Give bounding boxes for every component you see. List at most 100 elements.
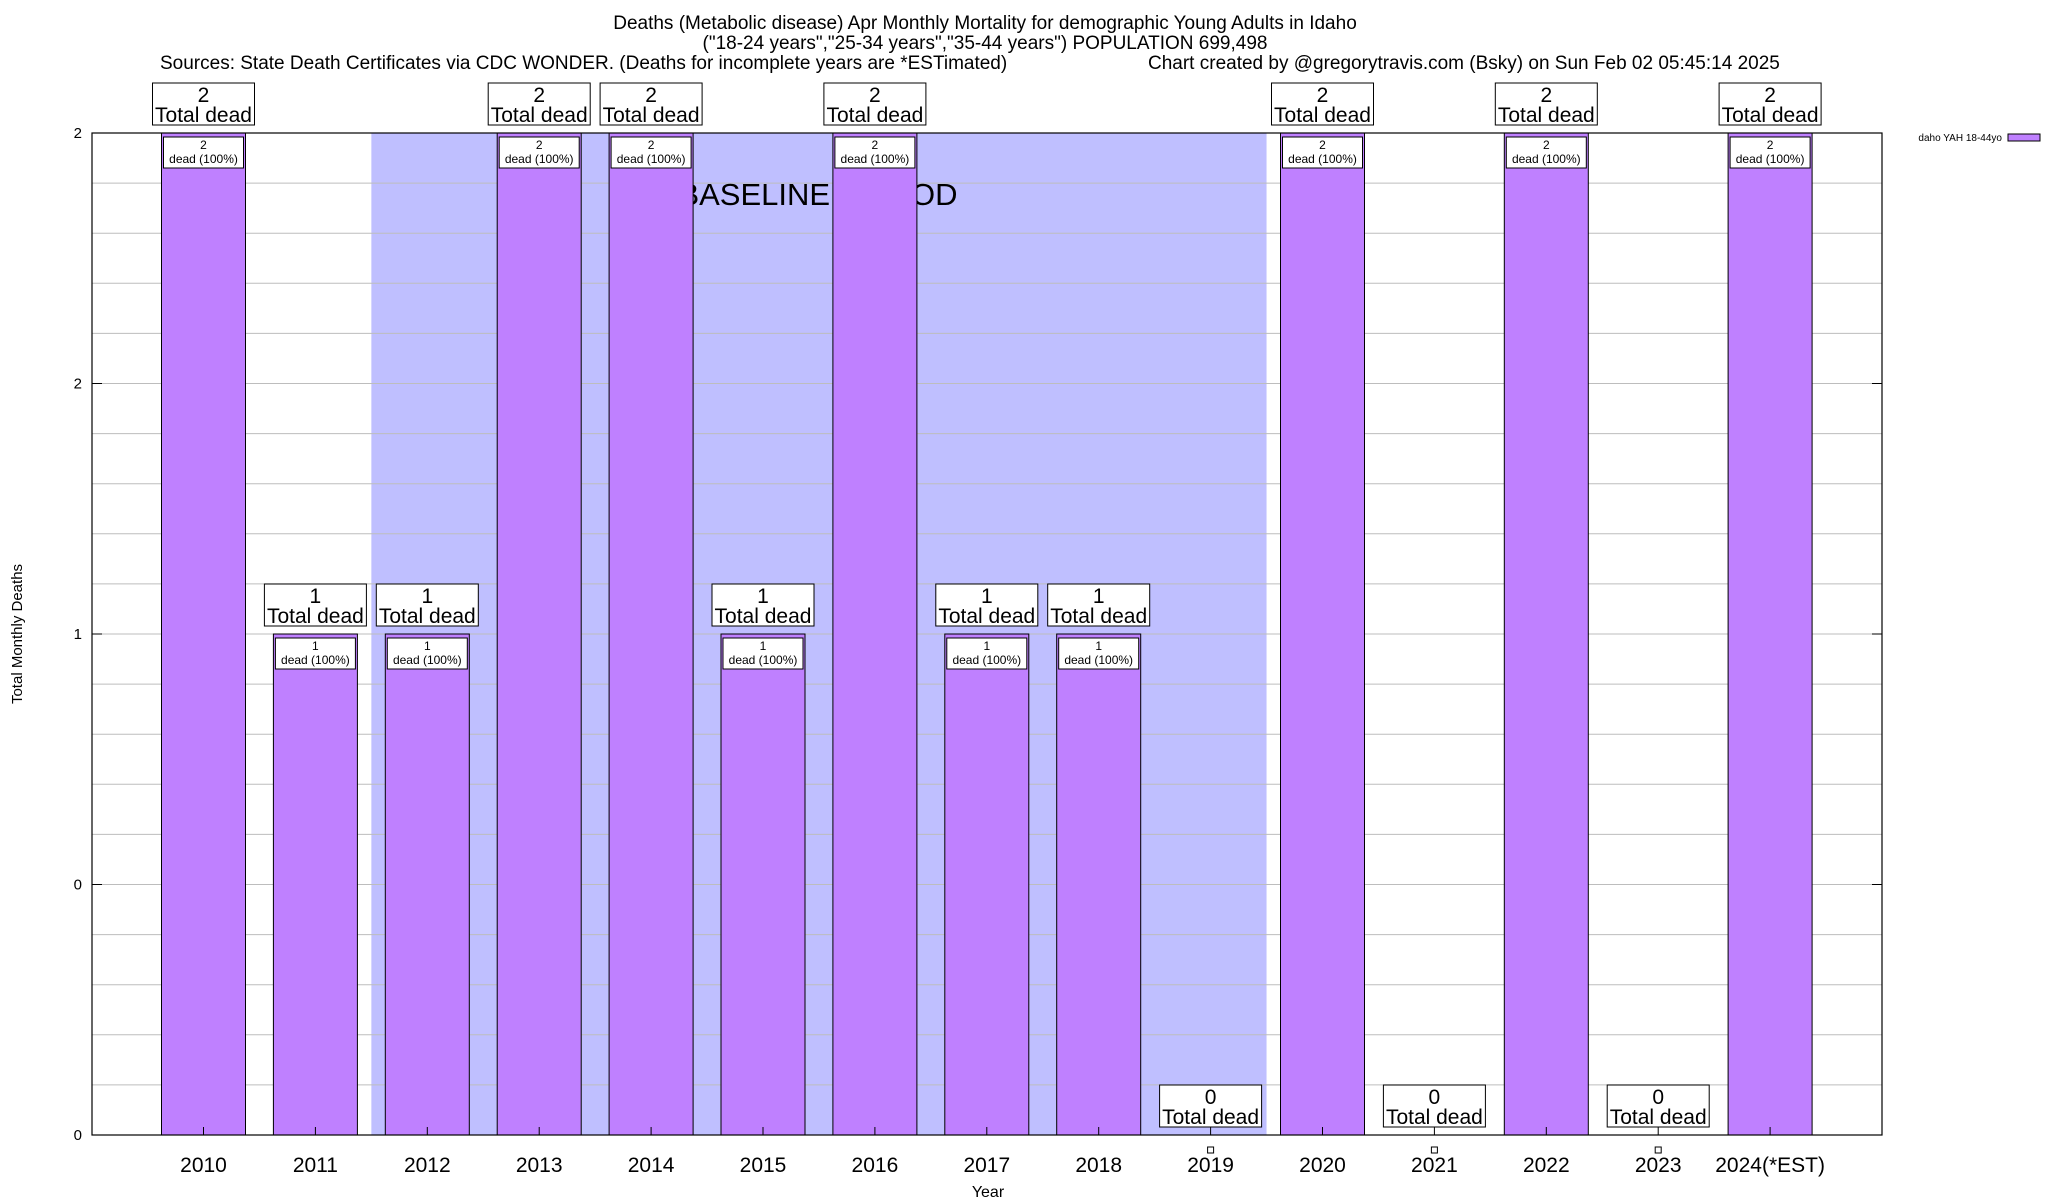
total-label-box bbox=[1382, 1084, 1486, 1128]
total-label-text: Total dead bbox=[491, 104, 588, 127]
y-tick-label: 2 bbox=[74, 125, 82, 142]
total-label-value: 0 bbox=[1652, 1086, 1664, 1109]
total-label-value: 2 bbox=[645, 84, 657, 107]
total-label-box bbox=[711, 583, 815, 627]
bar-2014 bbox=[608, 132, 694, 1136]
inner-label-value: 2 bbox=[1319, 138, 1326, 152]
zero-marker-2021 bbox=[1430, 1146, 1438, 1154]
inner-label-value: 1 bbox=[312, 639, 319, 653]
inner-label-text: dead (100%) bbox=[729, 653, 798, 667]
x-tick-label: 2011 bbox=[293, 1154, 338, 1177]
inner-label-text: dead (100%) bbox=[281, 653, 350, 667]
inner-label-text: dead (100%) bbox=[617, 152, 686, 166]
inner-label-value: 1 bbox=[983, 639, 990, 653]
bar-2020 bbox=[1280, 132, 1365, 1136]
inner-label-text: dead (100%) bbox=[1288, 152, 1357, 166]
bar-2013 bbox=[496, 132, 582, 1136]
legend-swatch bbox=[2007, 133, 2041, 142]
total-label-text: Total dead bbox=[155, 104, 252, 127]
zero-marker-2023 bbox=[1654, 1146, 1662, 1154]
x-tick-label: 2022 bbox=[1523, 1154, 1570, 1177]
inner-label-box bbox=[386, 637, 468, 670]
inner-label-value: 1 bbox=[424, 639, 431, 653]
y-tick-label: 0 bbox=[74, 1127, 82, 1144]
total-label-box bbox=[263, 583, 367, 627]
bar-2011 bbox=[272, 633, 358, 1136]
total-label-value: 1 bbox=[421, 585, 433, 608]
total-label-value: 2 bbox=[533, 84, 545, 107]
bar-2022 bbox=[1503, 132, 1589, 1136]
inner-label-text: dead (100%) bbox=[1736, 152, 1805, 166]
total-label-value: 1 bbox=[1093, 585, 1105, 608]
total-label-box bbox=[1494, 82, 1598, 126]
total-label-box bbox=[1718, 82, 1822, 126]
inner-label-text: dead (100%) bbox=[393, 653, 462, 667]
x-tick-label: 2013 bbox=[516, 1154, 563, 1177]
total-label-value: 2 bbox=[1764, 84, 1776, 107]
legend-label: daho YAH 18-44yo bbox=[1918, 133, 2002, 144]
x-tick-label: 2017 bbox=[963, 1154, 1010, 1177]
total-label-text: Total dead bbox=[1386, 1106, 1483, 1129]
total-label-box bbox=[152, 82, 255, 126]
total-label-value: 2 bbox=[1317, 84, 1329, 107]
total-label-value: 0 bbox=[1429, 1086, 1441, 1109]
inner-label-box bbox=[722, 637, 804, 670]
bar-2015 bbox=[720, 633, 806, 1136]
inner-label-box bbox=[498, 136, 580, 169]
y-tick-label: 1 bbox=[74, 626, 82, 643]
total-label-value: 1 bbox=[757, 585, 769, 608]
total-label-value: 2 bbox=[1540, 84, 1552, 107]
y-tick-label: 2 bbox=[74, 376, 82, 393]
x-tick-label: 2023 bbox=[1635, 1154, 1682, 1177]
total-label-value: 1 bbox=[981, 585, 993, 608]
total-label-text: Total dead bbox=[1722, 104, 1819, 127]
chart-credit: Chart created by @gregorytravis.com (Bsk… bbox=[1148, 53, 1780, 74]
total-label-box bbox=[823, 82, 927, 126]
chart-subtitle: ("18-24 years","25-34 years","35-44 year… bbox=[702, 33, 1268, 54]
total-label-text: Total dead bbox=[1162, 1106, 1259, 1129]
total-label-text: Total dead bbox=[1610, 1106, 1707, 1129]
y-axis-title: Total Monthly Deaths bbox=[9, 564, 26, 704]
inner-label-box bbox=[274, 637, 356, 670]
total-label-text: Total dead bbox=[1498, 104, 1595, 127]
inner-label-box bbox=[163, 136, 244, 169]
total-label-value: 0 bbox=[1205, 1086, 1217, 1109]
total-label-text: Total dead bbox=[1274, 104, 1371, 127]
inner-label-box bbox=[1058, 637, 1140, 670]
total-label-box bbox=[1271, 82, 1374, 126]
inner-label-box bbox=[1282, 136, 1363, 169]
inner-label-value: 1 bbox=[760, 639, 767, 653]
total-label-value: 2 bbox=[198, 84, 210, 107]
total-label-box bbox=[487, 82, 591, 126]
inner-label-box bbox=[1729, 136, 1811, 169]
x-tick-label: 2024(*EST) bbox=[1715, 1154, 1825, 1177]
x-tick-label: 2019 bbox=[1187, 1154, 1234, 1177]
inner-label-value: 2 bbox=[648, 138, 655, 152]
x-tick-label: 2018 bbox=[1075, 1154, 1122, 1177]
inner-label-text: dead (100%) bbox=[1512, 152, 1581, 166]
zero-marker-2019 bbox=[1207, 1146, 1215, 1154]
x-tick-label: 2016 bbox=[852, 1154, 899, 1177]
inner-label-text: dead (100%) bbox=[505, 152, 574, 166]
total-label-text: Total dead bbox=[938, 605, 1035, 628]
inner-label-value: 2 bbox=[872, 138, 879, 152]
inner-label-value: 1 bbox=[1095, 639, 1102, 653]
total-label-box bbox=[375, 583, 479, 627]
x-tick-label: 2012 bbox=[404, 1154, 451, 1177]
total-label-box bbox=[1606, 1084, 1710, 1128]
bar-2016 bbox=[832, 132, 918, 1136]
bar-2010 bbox=[161, 132, 246, 1136]
x-tick-label: 2014 bbox=[628, 1154, 675, 1177]
bar-2017 bbox=[944, 633, 1030, 1136]
total-label-text: Total dead bbox=[267, 605, 364, 628]
total-label-box bbox=[599, 82, 703, 126]
inner-label-box bbox=[946, 637, 1028, 670]
inner-label-value: 2 bbox=[200, 138, 207, 152]
inner-label-box bbox=[834, 136, 916, 169]
total-label-text: Total dead bbox=[603, 104, 700, 127]
inner-label-text: dead (100%) bbox=[169, 152, 238, 166]
total-label-text: Total dead bbox=[715, 605, 812, 628]
total-label-text: Total dead bbox=[826, 104, 923, 127]
bar-2012 bbox=[384, 633, 470, 1136]
total-label-box bbox=[1047, 583, 1151, 627]
